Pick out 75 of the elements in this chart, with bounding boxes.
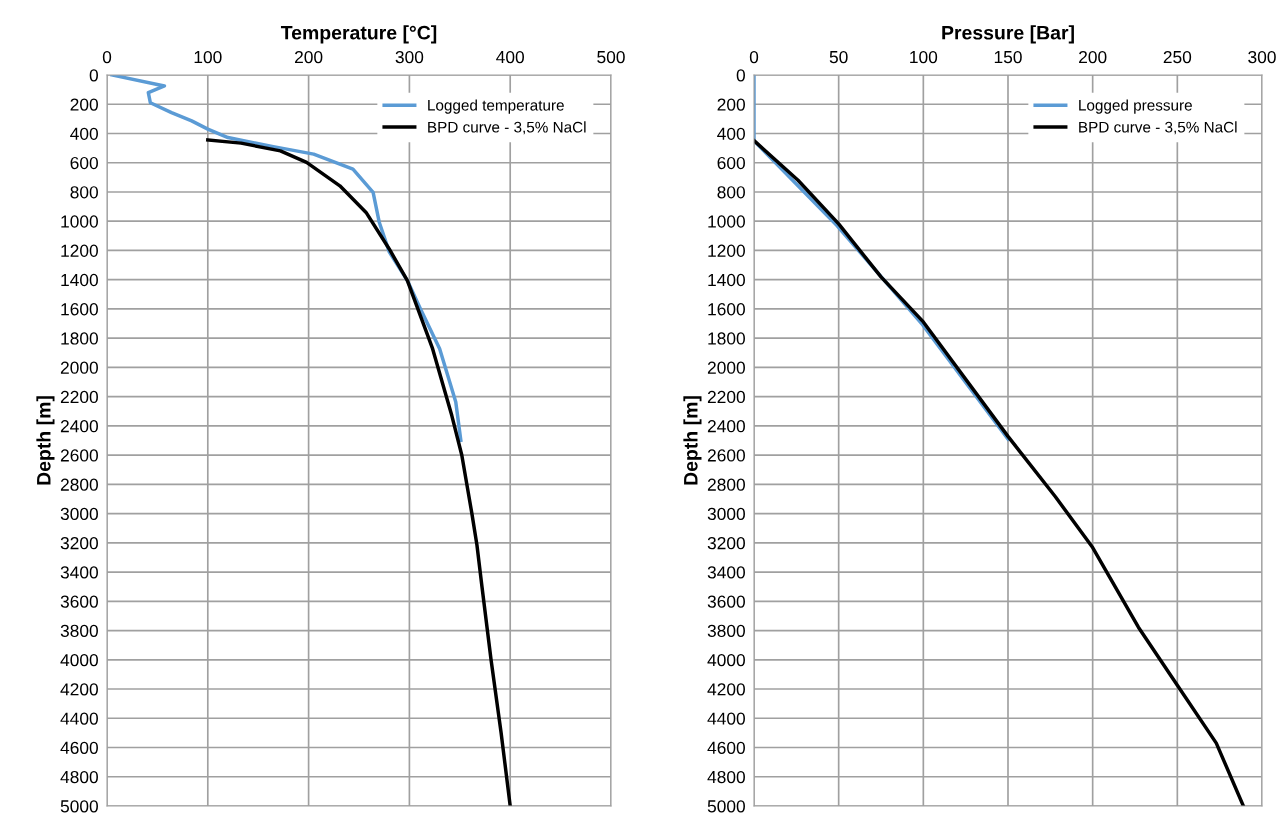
- y-tick-label: 1600: [61, 303, 98, 316]
- y-tick-label: 1600: [708, 303, 745, 316]
- y-tick-label: 3200: [707, 537, 745, 550]
- y-tick-label: 2600: [707, 449, 745, 462]
- legend-label: BPD curve - 3,5% NaCl: [1079, 121, 1237, 135]
- y-tick-label: 4800: [60, 770, 98, 784]
- legend-label: BPD curve - 3,5% NaCl: [428, 121, 586, 135]
- x-tick-label: 0: [749, 50, 759, 64]
- x-tick-label: 250: [1163, 50, 1192, 64]
- y-axis-title: Depth [m]: [683, 396, 702, 485]
- x-tick-label: 300: [1248, 50, 1276, 64]
- y-tick-label: 3400: [60, 566, 98, 579]
- y-tick-label: 4000: [707, 653, 745, 667]
- y-tick-label: 5000: [707, 800, 745, 813]
- x-tick-label: 200: [294, 50, 323, 64]
- y-tick-label: 5000: [60, 800, 98, 813]
- y-tick-label: 800: [70, 186, 98, 199]
- y-tick-label: 3800: [707, 624, 745, 638]
- y-tick-label: 200: [70, 98, 98, 111]
- y-tick-label: 0: [89, 69, 98, 82]
- y-tick-label: 4200: [60, 683, 98, 696]
- y-tick-label: 800: [717, 186, 745, 199]
- x-axis-title: Temperature [°C]: [280, 25, 437, 44]
- y-tick-label: 2000: [60, 361, 98, 374]
- y-tick-label: 2200: [707, 390, 745, 404]
- y-tick-label: 400: [70, 127, 98, 140]
- y-tick-label: 3600: [60, 595, 98, 608]
- x-tick-label: 150: [994, 50, 1022, 64]
- line-series: [206, 138, 512, 806]
- x-axis-title: Pressure [Bar]: [942, 25, 1074, 44]
- y-tick-label: 4200: [707, 683, 745, 696]
- y-tick-label: 4400: [60, 712, 98, 725]
- y-tick-label: 600: [717, 156, 745, 170]
- y-tick-label: 0: [736, 69, 745, 82]
- legend-label: Logged temperature: [428, 99, 564, 114]
- y-tick-label: 1200: [708, 244, 745, 257]
- y-tick-label: 4400: [707, 712, 745, 725]
- y-tick-label: 400: [717, 127, 745, 140]
- y-tick-label: 2800: [60, 478, 98, 491]
- y-tick-label: 2800: [707, 478, 745, 491]
- x-tick-label: 300: [395, 50, 424, 64]
- y-tick-label: 1800: [708, 332, 745, 345]
- x-tick-label: 50: [829, 50, 848, 64]
- y-tick-label: 4600: [60, 741, 98, 754]
- y-tick-label: 3000: [60, 507, 98, 521]
- y-tick-label: 4000: [60, 653, 98, 667]
- x-tick-label: 100: [910, 50, 938, 64]
- x-tick-label: 200: [1079, 50, 1107, 64]
- y-tick-label: 4600: [707, 741, 745, 754]
- y-tick-label: 2200: [60, 390, 98, 404]
- line-series: [754, 138, 1246, 806]
- y-tick-label: 3200: [60, 537, 98, 550]
- y-tick-label: 1000: [708, 215, 745, 228]
- x-tick-label: 400: [496, 50, 525, 64]
- y-tick-label: 2400: [707, 420, 745, 433]
- y-tick-label: 1200: [61, 244, 98, 257]
- y-tick-label: 3800: [60, 624, 98, 638]
- y-tick-label: 3000: [707, 507, 745, 521]
- y-tick-label: 2400: [60, 420, 98, 433]
- y-tick-label: 1400: [61, 273, 98, 287]
- y-tick-label: 200: [717, 98, 745, 111]
- y-tick-label: 1800: [61, 332, 98, 345]
- y-tick-label: 2000: [707, 361, 745, 374]
- y-tick-label: 2600: [60, 449, 98, 462]
- x-tick-label: 100: [194, 50, 222, 64]
- y-tick-label: 1400: [708, 273, 745, 287]
- x-tick-label: 0: [102, 50, 112, 64]
- y-tick-label: 4800: [707, 770, 745, 784]
- y-axis-title: Depth [m]: [36, 396, 55, 485]
- x-tick-label: 500: [597, 50, 625, 64]
- y-tick-label: 1000: [61, 215, 98, 228]
- y-tick-label: 3600: [707, 595, 745, 608]
- legend-label: Logged pressure: [1079, 99, 1192, 114]
- y-tick-label: 600: [70, 156, 98, 170]
- y-tick-label: 3400: [707, 566, 745, 579]
